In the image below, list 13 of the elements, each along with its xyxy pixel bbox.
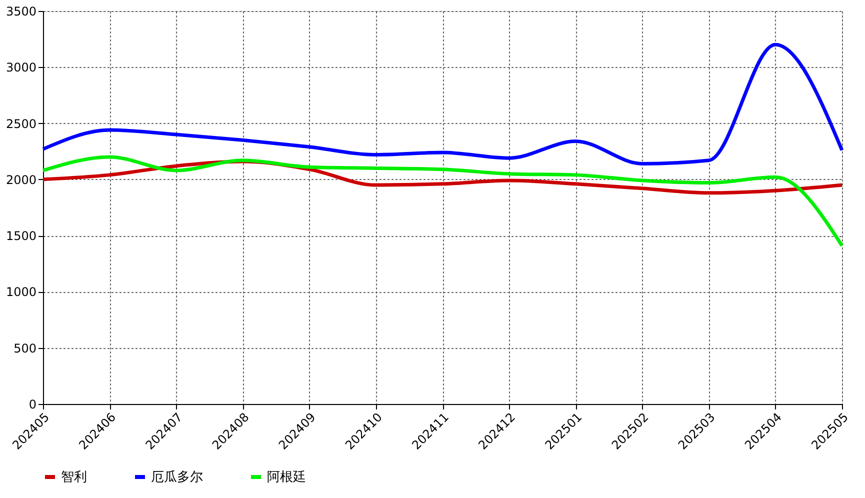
y-tick-label: 1000 [6,285,36,300]
y-tick-label: 3000 [6,60,36,75]
legend-label: 智利 [61,470,87,485]
legend-label: 厄瓜多尔 [151,470,203,485]
y-tick-label: 2500 [6,116,36,131]
line-series [41,155,844,248]
y-tick-label: 3500 [6,4,36,18]
legend-label: 阿根廷 [267,470,306,485]
line-series [41,42,844,166]
y-tick-label: 1500 [6,229,36,244]
y-tick-label: 2000 [6,172,36,187]
y-tick-label: 500 [14,341,36,356]
y-tick-label: 0 [28,398,36,412]
